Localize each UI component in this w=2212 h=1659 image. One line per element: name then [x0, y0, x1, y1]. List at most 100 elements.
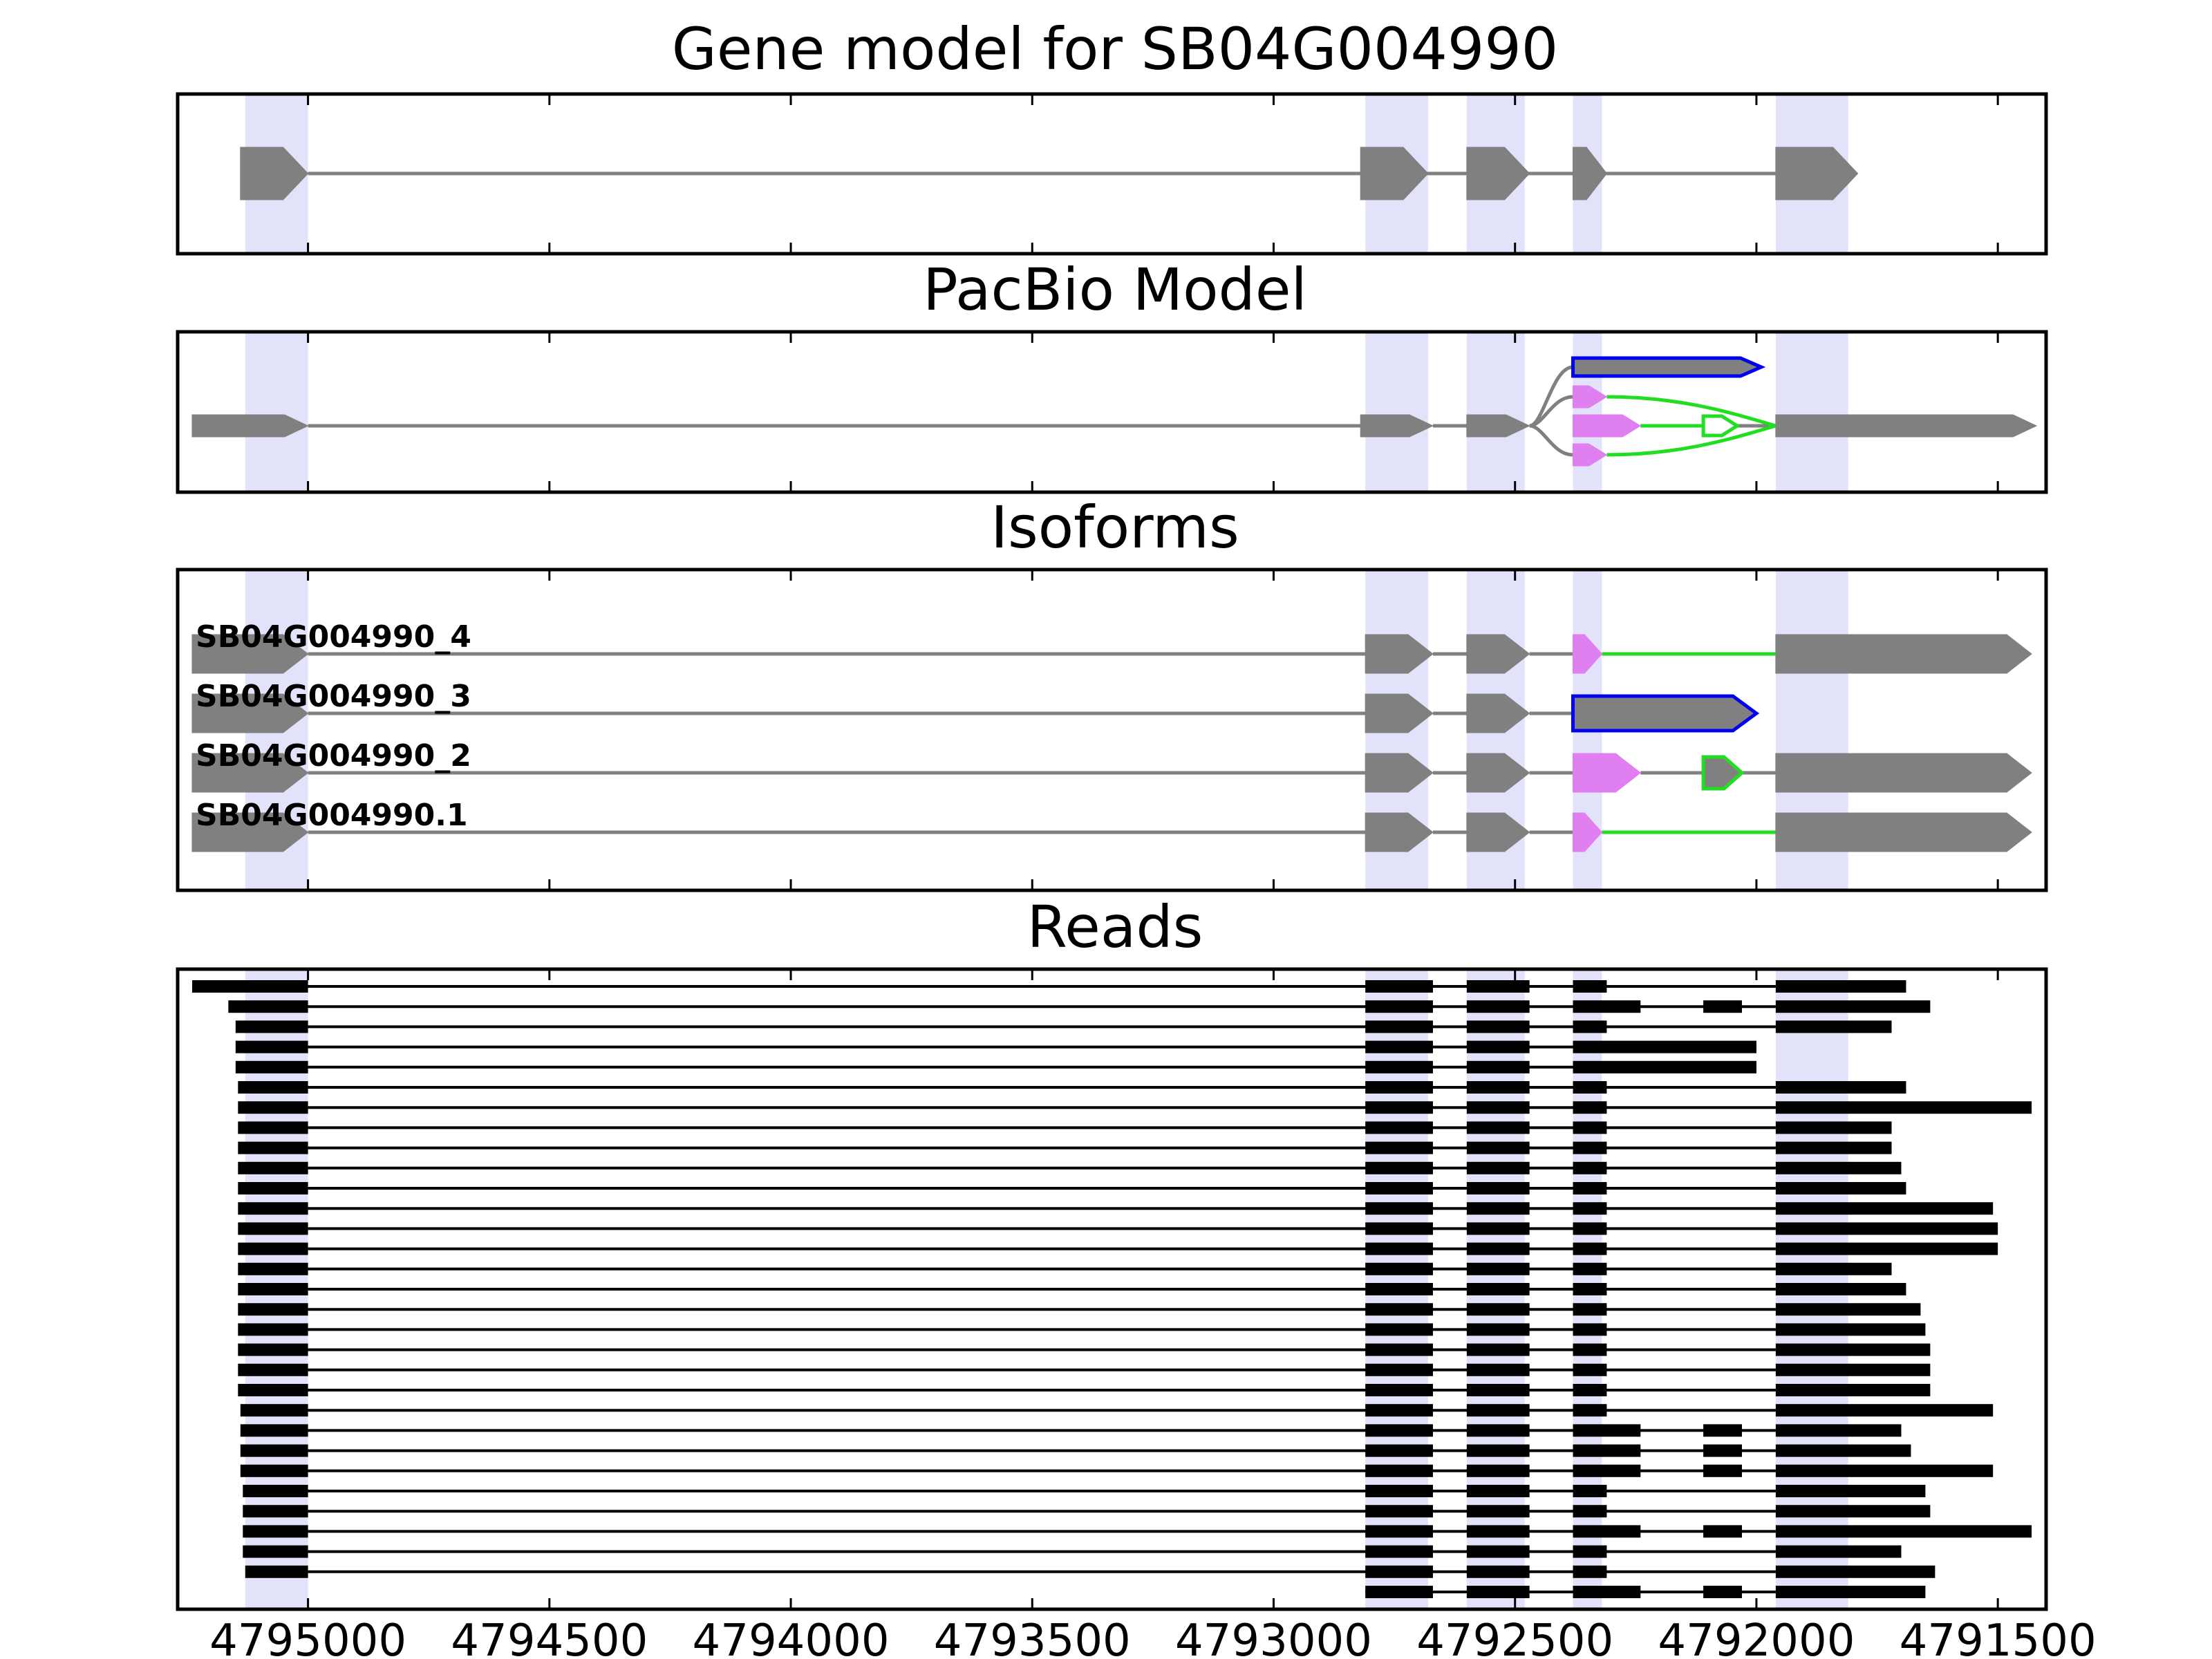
- plot-layer: SB04G004990_4 SB04G004990_3 SB04G004990_2 S…: [176, 92, 2097, 1659]
- read-19-block-3: [1466, 1343, 1530, 1356]
- gene-model-exon-2: [1360, 147, 1429, 200]
- read-28-block-5: [1703, 1525, 1742, 1538]
- read-29-block-1: [243, 1545, 308, 1558]
- read-2-block-3: [1466, 1000, 1530, 1013]
- read-28-block-3: [1466, 1525, 1530, 1538]
- isoform-label-3: SB04G004990_2: [196, 738, 471, 774]
- read-29-block-4: [1573, 1545, 1607, 1558]
- read-2-block-2: [1365, 1000, 1433, 1013]
- read-13-block-3: [1466, 1222, 1530, 1235]
- read-6-block-5: [1775, 1081, 1906, 1094]
- read-9-block-5: [1775, 1141, 1892, 1154]
- isoform-3-exon-green: [1701, 755, 1745, 791]
- read-7-block-1: [238, 1101, 308, 1114]
- pacbio-alt-exon-pink-2: [1573, 414, 1642, 438]
- read-5-block-3: [1466, 1060, 1530, 1074]
- read-24-block-6: [1775, 1444, 1911, 1457]
- read-16-block-3: [1466, 1283, 1530, 1295]
- read-10-block-3: [1466, 1161, 1530, 1174]
- read-27-block-2: [1365, 1505, 1433, 1518]
- panel-title-reads: Reads: [1027, 893, 1203, 961]
- read-21-block-4: [1573, 1384, 1607, 1396]
- read-8-block-1: [238, 1121, 308, 1134]
- read-27-block-5: [1775, 1505, 1931, 1518]
- read-11-block-4: [1573, 1182, 1607, 1194]
- read-13-block-4: [1573, 1222, 1607, 1235]
- isoform-2-exon-2: [1365, 693, 1434, 733]
- read-9-block-2: [1365, 1141, 1433, 1154]
- read-9-block-1: [238, 1141, 308, 1154]
- panel-frame-gene: [176, 92, 2048, 256]
- read-3-block-5: [1775, 1020, 1892, 1033]
- read-18-block-1: [238, 1323, 308, 1336]
- read-31-block-4: [1703, 1586, 1742, 1598]
- read-20-block-5: [1775, 1363, 1931, 1376]
- read-14-block-3: [1466, 1242, 1530, 1255]
- read-18-block-2: [1365, 1323, 1433, 1336]
- read-14-block-5: [1775, 1242, 1998, 1255]
- pacbio-alt-exon-blue: [1571, 356, 1766, 378]
- isoform-4-exon-4: [1573, 812, 1603, 852]
- isoform-label-1: SB04G004990_4: [196, 619, 471, 655]
- x-tick-label-7: 4791500: [1900, 1615, 2097, 1659]
- read-20-block-4: [1573, 1363, 1607, 1376]
- read-12-block-5: [1775, 1202, 1994, 1215]
- read-11-block-1: [238, 1182, 308, 1194]
- read-17-block-3: [1466, 1303, 1530, 1316]
- read-3-block-2: [1365, 1020, 1433, 1033]
- read-11-block-5: [1775, 1182, 1906, 1194]
- gene-model-exon-1: [240, 147, 309, 200]
- read-22-block-2: [1365, 1404, 1433, 1417]
- read-2-block-4: [1573, 1000, 1641, 1013]
- pacbio-alt-exon-pink-4: [1573, 443, 1608, 467]
- read-12-block-4: [1573, 1202, 1607, 1215]
- read-15-block-4: [1573, 1262, 1607, 1275]
- isoform-3-exon-6: [1775, 753, 2032, 793]
- x-tick-label-5: 4792500: [1416, 1615, 1613, 1659]
- isoform-1-exon-1: [191, 634, 309, 674]
- read-18-block-3: [1466, 1323, 1530, 1336]
- read-15-block-2: [1365, 1262, 1433, 1275]
- gene-model-exon-3: [1466, 147, 1530, 200]
- highlight-band-pacbio-2: [1466, 332, 1525, 492]
- read-30-block-1: [245, 1565, 308, 1578]
- read-2-block-1: [228, 1000, 308, 1013]
- read-26-block-4: [1573, 1485, 1607, 1497]
- read-23-block-6: [1775, 1424, 1902, 1437]
- read-19-block-1: [238, 1343, 308, 1356]
- read-30-block-3: [1466, 1565, 1530, 1578]
- read-1-block-5: [1775, 980, 1906, 993]
- panel-title-gene-model: Gene model for SB04G004990: [672, 15, 1558, 83]
- read-1-block-2: [1365, 980, 1433, 993]
- read-25-block-3: [1466, 1464, 1530, 1477]
- read-15-block-3: [1466, 1262, 1530, 1275]
- read-26-block-5: [1775, 1485, 1926, 1497]
- read-5-block-2: [1365, 1060, 1433, 1074]
- read-21-block-1: [238, 1384, 308, 1396]
- read-7-block-3: [1466, 1101, 1530, 1114]
- read-22-block-5: [1775, 1404, 1994, 1417]
- read-25-block-1: [240, 1464, 308, 1477]
- read-24-block-5: [1703, 1444, 1742, 1457]
- isoform-3-exon-1: [191, 753, 309, 793]
- read-1-block-1: [191, 980, 308, 993]
- read-16-block-1: [238, 1283, 308, 1295]
- isoform-2-exon-3: [1466, 693, 1530, 733]
- gene-model-exon-5: [1775, 147, 1859, 200]
- read-25-block-4: [1573, 1464, 1641, 1477]
- read-6-block-3: [1466, 1081, 1530, 1094]
- read-31-block-2: [1466, 1586, 1530, 1598]
- x-tick-label-0: 4795000: [209, 1615, 406, 1659]
- pacbio-green-curve-lower: [1606, 424, 1777, 457]
- read-29-block-5: [1775, 1545, 1902, 1558]
- read-13-block-2: [1365, 1222, 1433, 1235]
- read-17-block-5: [1775, 1303, 1921, 1316]
- x-tick-label-6: 4792000: [1658, 1615, 1855, 1659]
- pacbio-exon-1: [191, 414, 309, 438]
- read-30-block-5: [1775, 1565, 1936, 1578]
- read-22-block-3: [1466, 1404, 1530, 1417]
- read-13-block-5: [1775, 1222, 1998, 1235]
- read-7-block-5: [1775, 1101, 2032, 1114]
- read-4-block-2: [1365, 1040, 1433, 1053]
